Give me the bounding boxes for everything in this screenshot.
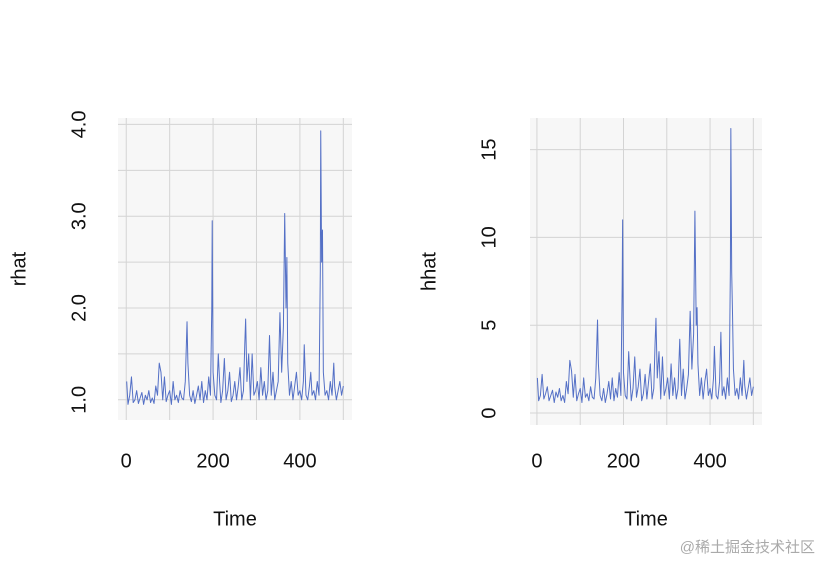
data-line	[126, 130, 344, 405]
y-tick-label: 5	[478, 320, 500, 331]
y-tick-label: 1.0	[68, 386, 90, 414]
x-axis-label: Time	[624, 508, 668, 530]
x-tick-label: 400	[693, 450, 726, 472]
x-axis-label: Time	[213, 508, 257, 530]
x-tick-label: 200	[607, 450, 640, 472]
x-tick-label: 0	[531, 450, 542, 472]
y-axis-label: hhat	[418, 252, 440, 291]
data-line	[536, 128, 754, 404]
y-tick-label: 4.0	[68, 111, 90, 139]
y-tick-label: 3.0	[68, 202, 90, 230]
y-tick-label: 15	[478, 138, 500, 160]
y-tick-label: 10	[478, 226, 500, 248]
y-axis-label: rhat	[8, 251, 30, 286]
plot-panel	[118, 118, 352, 420]
x-tick-label: 200	[196, 450, 229, 472]
x-tick-label: 0	[121, 450, 132, 472]
watermark: @稀土掘金技术社区	[680, 539, 815, 556]
y-tick-label: 0	[478, 407, 500, 418]
x-tick-label: 400	[283, 450, 316, 472]
y-tick-label: 2.0	[68, 294, 90, 322]
